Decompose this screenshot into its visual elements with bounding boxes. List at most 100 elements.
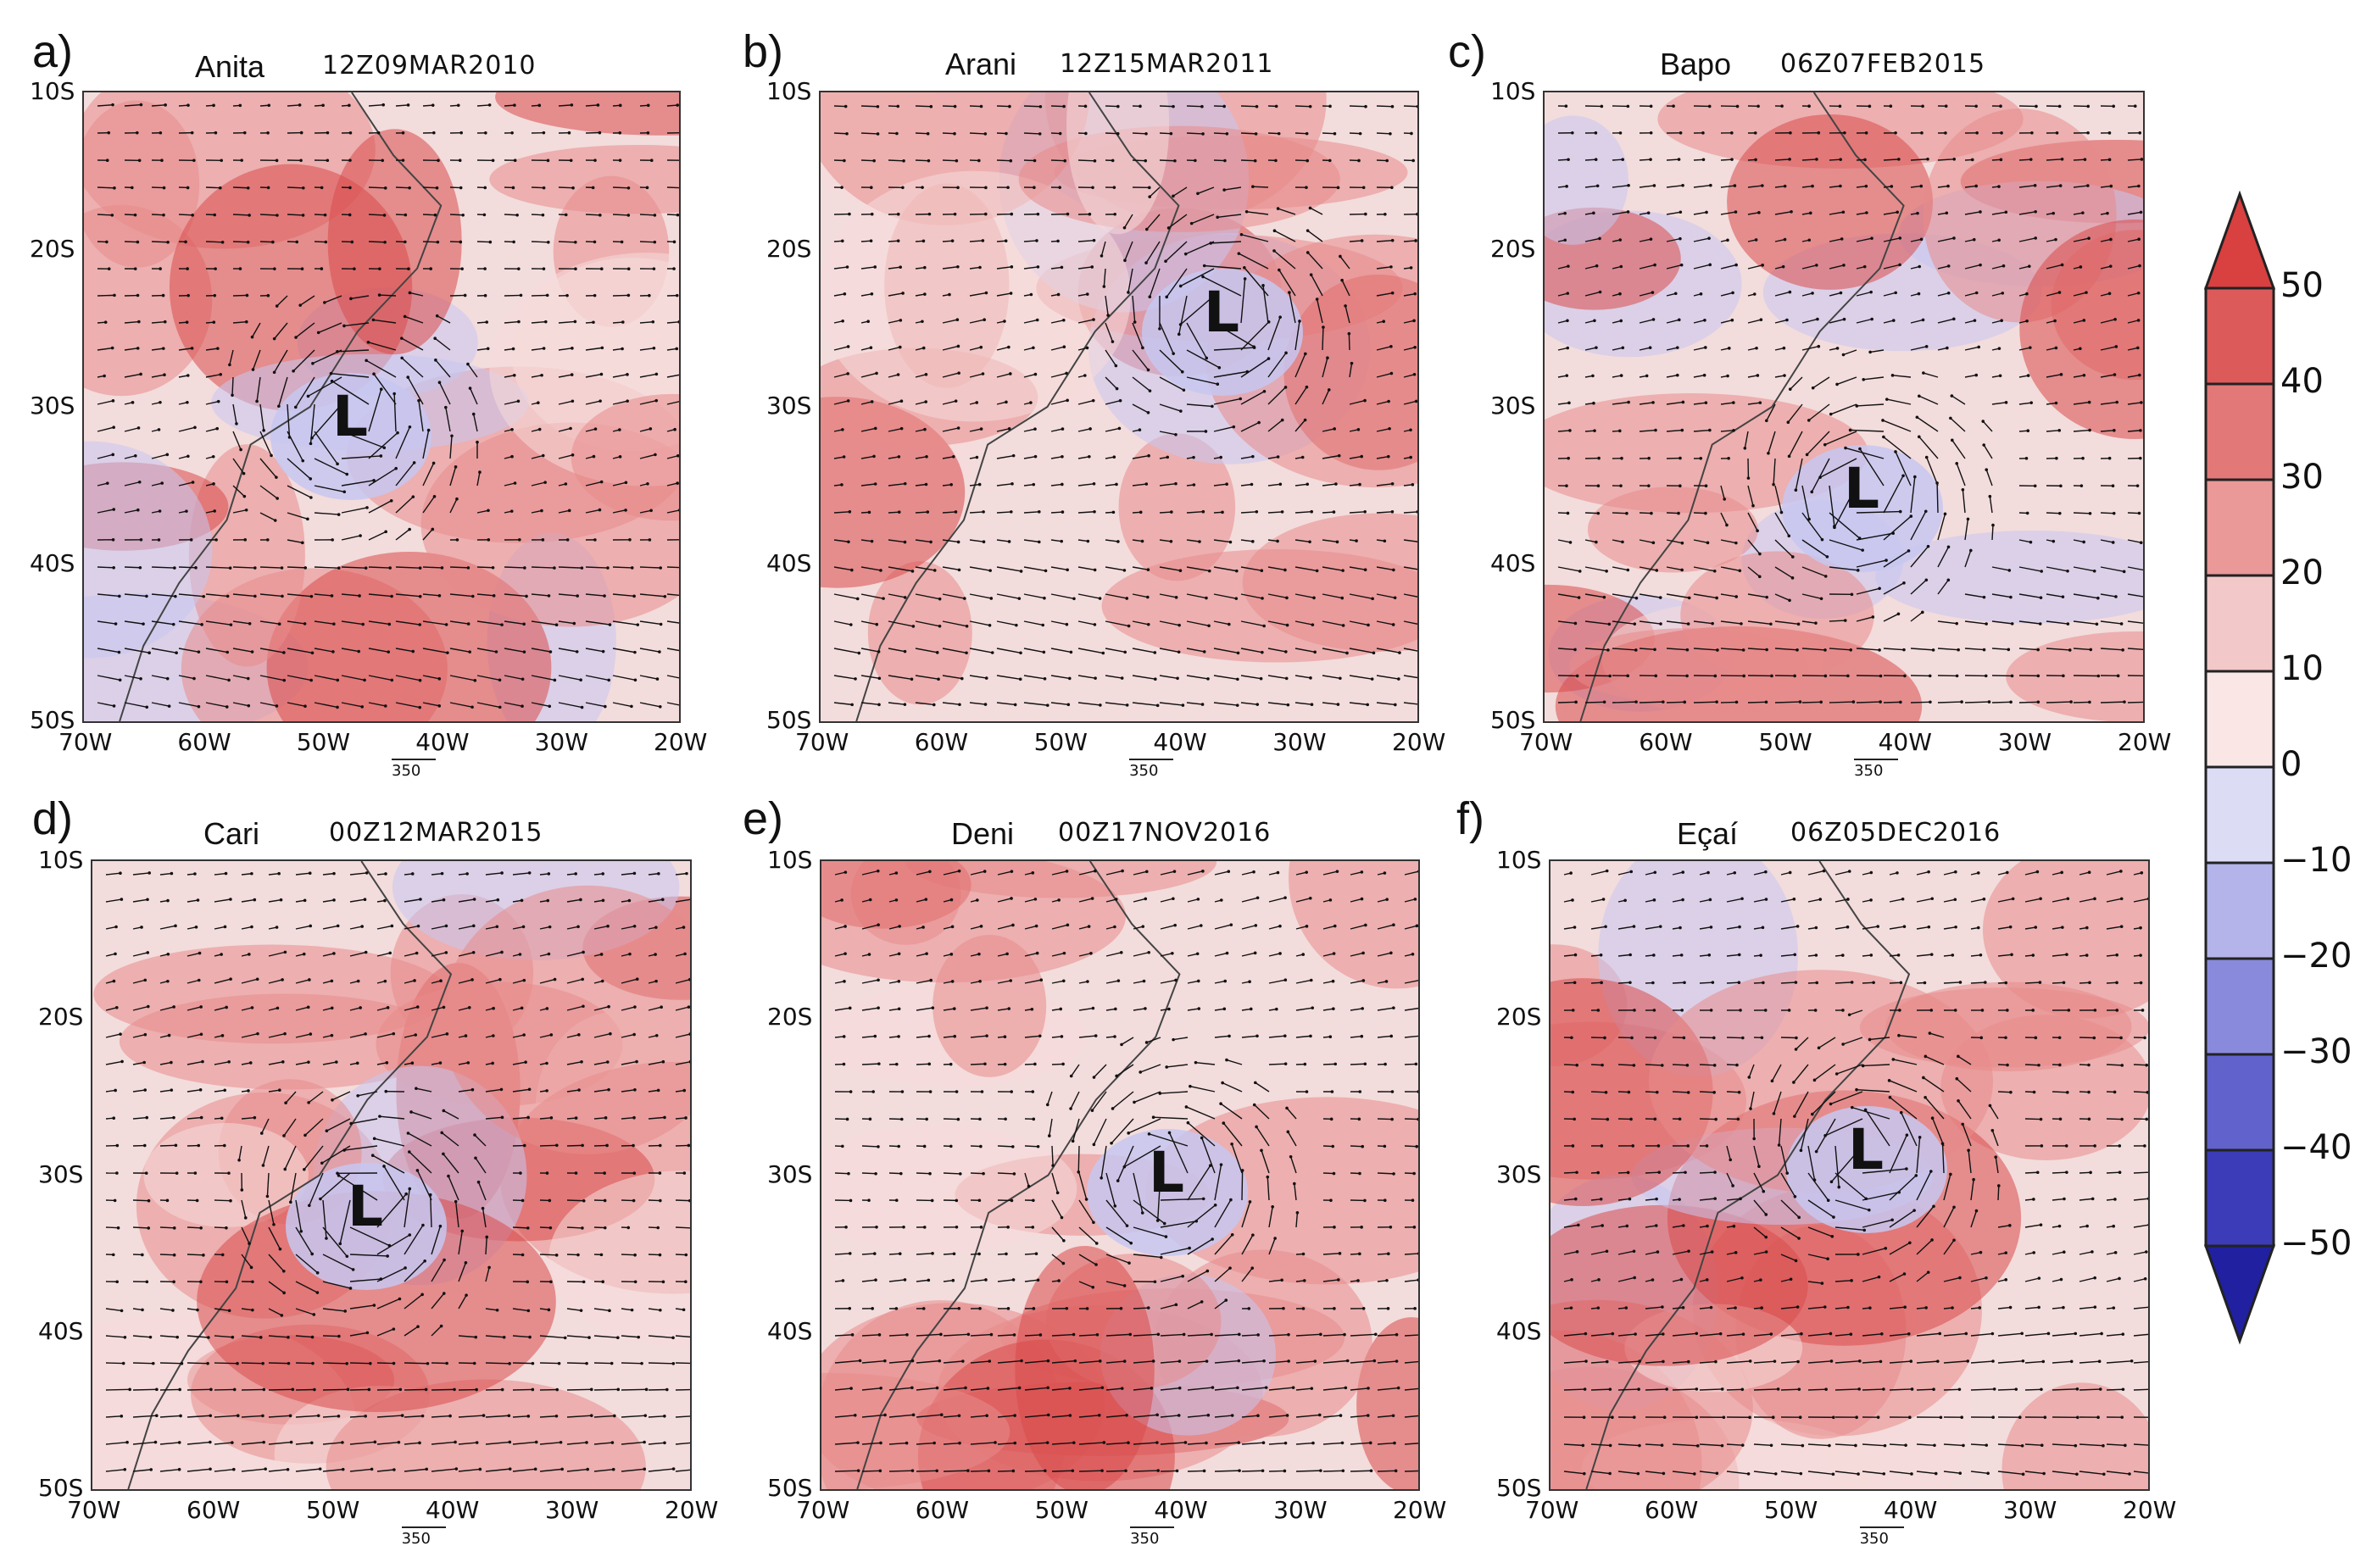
wind-vector-head bbox=[1298, 320, 1301, 323]
wind-vector bbox=[368, 389, 382, 432]
wind-vector-head bbox=[1262, 624, 1266, 628]
wind-vector-head bbox=[1277, 131, 1281, 136]
wind-vector-head bbox=[1274, 104, 1278, 108]
wind-vector-head bbox=[1594, 131, 1598, 135]
wind-vector-head bbox=[849, 623, 853, 626]
wind-vector-head bbox=[364, 1415, 367, 1418]
wind-vector-head bbox=[1051, 1164, 1055, 1167]
wind-vector-head bbox=[549, 1280, 553, 1284]
wind-vector bbox=[1808, 403, 1830, 421]
wind-vector bbox=[1584, 320, 1595, 324]
wind-vector-head bbox=[688, 1032, 690, 1036]
wind-vector bbox=[943, 1172, 960, 1175]
wind-vector bbox=[2046, 593, 2063, 598]
wind-vector bbox=[1024, 1035, 1040, 1038]
wind-vector bbox=[2100, 265, 2111, 270]
wind-vector bbox=[351, 1118, 378, 1125]
wind-vector-head bbox=[542, 267, 546, 270]
wind-vector-head bbox=[1322, 325, 1325, 329]
wind-vector bbox=[1937, 158, 1955, 161]
wind-vector bbox=[888, 1172, 901, 1175]
wind-vector-head bbox=[1201, 1197, 1205, 1201]
wind-vector-head bbox=[1260, 569, 1264, 572]
wind-vector bbox=[1159, 403, 1182, 412]
wind-vector-head bbox=[1979, 210, 1982, 214]
wind-vector-head bbox=[1625, 511, 1628, 515]
wind-vector bbox=[1311, 274, 1323, 297]
wind-vector-head bbox=[272, 336, 276, 341]
wind-vector bbox=[648, 1254, 660, 1256]
wind-vector-head bbox=[984, 676, 988, 680]
wind-vector bbox=[558, 454, 573, 459]
wind-vector-head bbox=[1634, 700, 1638, 703]
wind-vector bbox=[969, 319, 985, 324]
wind-vector bbox=[1241, 234, 1269, 242]
wind-vector bbox=[1322, 428, 1335, 432]
wind-vector bbox=[458, 925, 474, 930]
wind-vector bbox=[915, 266, 925, 270]
wind-vector bbox=[482, 1208, 487, 1228]
wind-vector bbox=[1350, 1008, 1363, 1011]
wind-vector-head bbox=[523, 566, 526, 570]
wind-vector-head bbox=[382, 1165, 386, 1168]
wind-vector-head bbox=[400, 336, 404, 340]
wind-vector-head bbox=[842, 455, 846, 459]
wind-vector bbox=[422, 186, 437, 189]
low-pressure-marker: L bbox=[332, 384, 369, 449]
wind-vector-head bbox=[598, 508, 602, 512]
wind-vector bbox=[314, 458, 348, 475]
wind-vector-head bbox=[1931, 648, 1935, 652]
wind-vector-head bbox=[930, 1198, 934, 1203]
wind-vector-head bbox=[196, 898, 200, 902]
wind-vector-head bbox=[2114, 345, 2118, 348]
wind-vector-head bbox=[1999, 158, 2003, 162]
wind-vector bbox=[1294, 353, 1306, 378]
wind-vector-head bbox=[981, 372, 985, 375]
wind-vector-head bbox=[843, 292, 847, 296]
wind-vector-head bbox=[1227, 870, 1231, 874]
wind-vector bbox=[1105, 898, 1116, 903]
wind-vector-head bbox=[572, 621, 576, 626]
wind-vector-head bbox=[1861, 548, 1864, 552]
wind-vector-head bbox=[1870, 236, 1873, 240]
wind-vector bbox=[1923, 372, 1939, 378]
wind-vector-head bbox=[294, 336, 298, 339]
wind-vector bbox=[214, 926, 225, 930]
wind-vector-head bbox=[237, 1158, 241, 1162]
wind-vector-head bbox=[1929, 700, 1932, 704]
wind-vector-head bbox=[2136, 346, 2140, 350]
wind-vector-head bbox=[1708, 263, 1712, 267]
wind-vector-head bbox=[2069, 700, 2073, 703]
wind-vector bbox=[1252, 186, 1269, 188]
wind-vector bbox=[1345, 305, 1350, 324]
wind-vector-head bbox=[387, 622, 392, 626]
wind-vector-head bbox=[111, 453, 115, 457]
wind-vector-head bbox=[1285, 1106, 1289, 1110]
wind-vector bbox=[458, 1262, 467, 1282]
wind-vector bbox=[1376, 266, 1392, 270]
wind-vector-head bbox=[688, 1198, 690, 1203]
wind-vector-head bbox=[848, 212, 851, 216]
wind-vector bbox=[205, 400, 219, 405]
wind-vector-head bbox=[415, 1005, 420, 1009]
wind-vector-head bbox=[2107, 158, 2112, 162]
wind-vector bbox=[1267, 352, 1287, 378]
wind-vector-head bbox=[2066, 570, 2069, 573]
wind-vector-head bbox=[1702, 373, 1706, 377]
wind-vector-head bbox=[2009, 700, 2013, 704]
wind-vector bbox=[368, 531, 387, 541]
wind-vector-head bbox=[1649, 104, 1653, 108]
wind-vector bbox=[395, 186, 410, 189]
wind-vector bbox=[1790, 376, 1803, 390]
wind-vector-head bbox=[332, 622, 336, 626]
wind-vector-head bbox=[1141, 346, 1144, 350]
wind-vector bbox=[1186, 376, 1218, 385]
wind-vector-head bbox=[1704, 401, 1708, 404]
wind-vector-head bbox=[1902, 648, 1906, 652]
wind-vector bbox=[214, 1006, 227, 1011]
wind-vector bbox=[376, 1193, 407, 1228]
wind-vector-head bbox=[408, 1187, 412, 1191]
wind-vector-head bbox=[500, 623, 504, 626]
wind-vector bbox=[1077, 347, 1088, 351]
wind-vector-head bbox=[1651, 291, 1655, 294]
